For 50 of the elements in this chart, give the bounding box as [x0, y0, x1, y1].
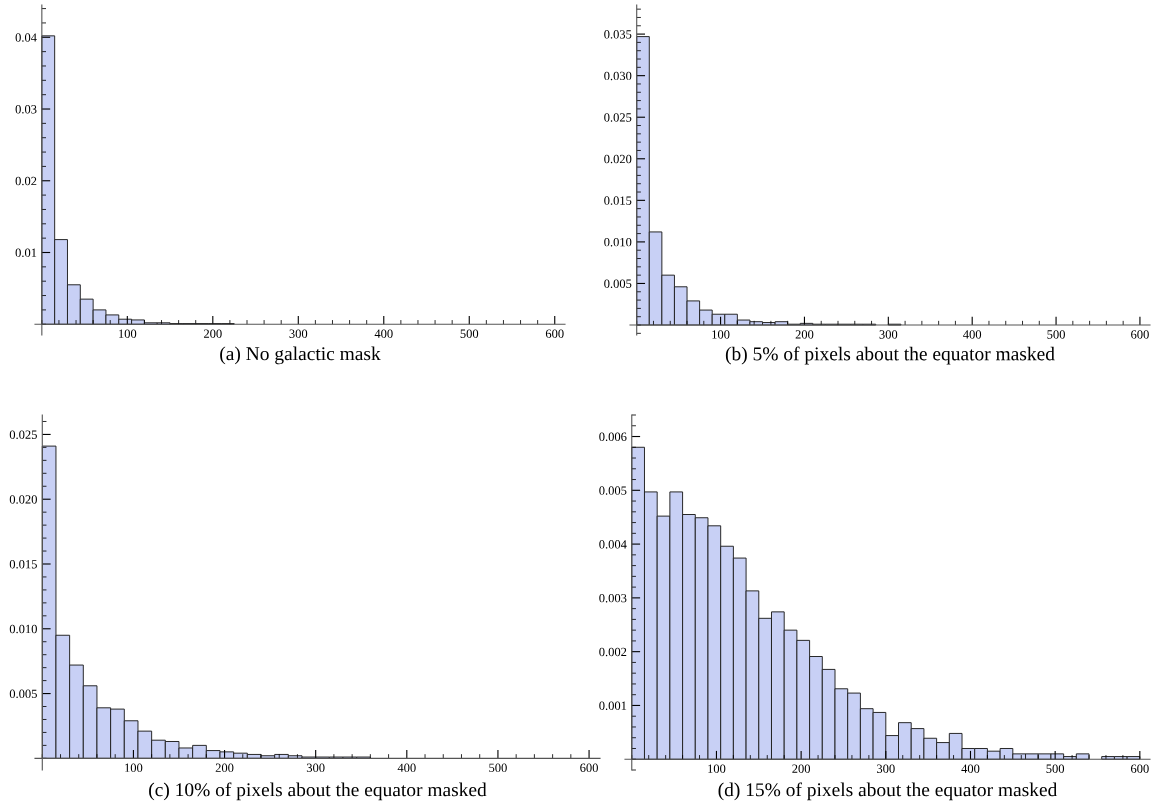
x-tick-label: 300 — [877, 764, 895, 773]
x-tick-label: 600 — [1131, 764, 1149, 773]
text: (b) 5% of pixels about the equator masked — [725, 346, 1055, 365]
y-tick-label: 0.005 — [599, 486, 627, 495]
x-tick-label: 100 — [125, 763, 143, 772]
x-tick-label: 500 — [489, 763, 507, 772]
y-tick-label: 0.002 — [599, 647, 627, 657]
y-tick-label: 0.025 — [9, 430, 37, 439]
x-tick-label: 400 — [963, 330, 982, 339]
y-tick-label: 0.006 — [599, 432, 627, 442]
y-tick-label: 0.003 — [599, 593, 627, 603]
text: (d) 15% of pixels about the equator masked — [718, 782, 1058, 801]
y-tick-label: 0.01 — [15, 248, 37, 258]
x-tick-label: 500 — [1046, 764, 1065, 773]
y-tick-label: 0.04 — [15, 33, 37, 42]
x-tick-label: 300 — [289, 329, 308, 338]
y-tick-label: 0.020 — [604, 154, 632, 164]
x-tick-label: 100 — [712, 330, 730, 339]
x-tick-label: 100 — [119, 329, 137, 338]
y-tick-label: 0.035 — [604, 30, 632, 39]
x-tick-label: 500 — [460, 329, 479, 338]
text: (a) No galactic mask — [220, 346, 381, 365]
x-tick-label: 600 — [1131, 330, 1149, 339]
x-tick-label: 300 — [879, 330, 898, 339]
y-tick-label: 0.025 — [604, 113, 632, 122]
x-tick-label: 400 — [961, 764, 980, 773]
x-tick-label: 200 — [795, 330, 814, 339]
x-tick-label: 100 — [708, 764, 726, 773]
x-tick-label: 200 — [203, 329, 222, 338]
y-tick-label: 0.015 — [9, 560, 37, 569]
y-tick-label: 0.010 — [604, 237, 632, 247]
x-tick-label: 300 — [306, 763, 325, 772]
y-tick-label: 0.02 — [15, 176, 37, 186]
y-tick-label: 0.004 — [599, 540, 627, 549]
x-tick-label: 400 — [374, 329, 393, 338]
x-tick-label: 600 — [580, 763, 598, 772]
x-tick-label: 200 — [792, 764, 811, 773]
y-tick-label: 0.03 — [15, 105, 37, 114]
x-tick-label: 200 — [215, 763, 234, 772]
y-tick-label: 0.020 — [9, 495, 37, 504]
y-tick-label: 0.030 — [604, 71, 632, 81]
y-tick-label: 0.001 — [599, 701, 627, 710]
x-tick-label: 500 — [1047, 330, 1065, 339]
y-tick-label: 0.010 — [9, 624, 37, 634]
x-tick-label: 600 — [545, 329, 564, 338]
text: (c) 10% of pixels about the equator masked — [149, 782, 487, 801]
x-tick-label: 400 — [397, 763, 416, 772]
y-tick-label: 0.005 — [604, 279, 632, 288]
y-tick-label: 0.015 — [604, 196, 632, 205]
y-tick-label: 0.005 — [9, 689, 37, 699]
